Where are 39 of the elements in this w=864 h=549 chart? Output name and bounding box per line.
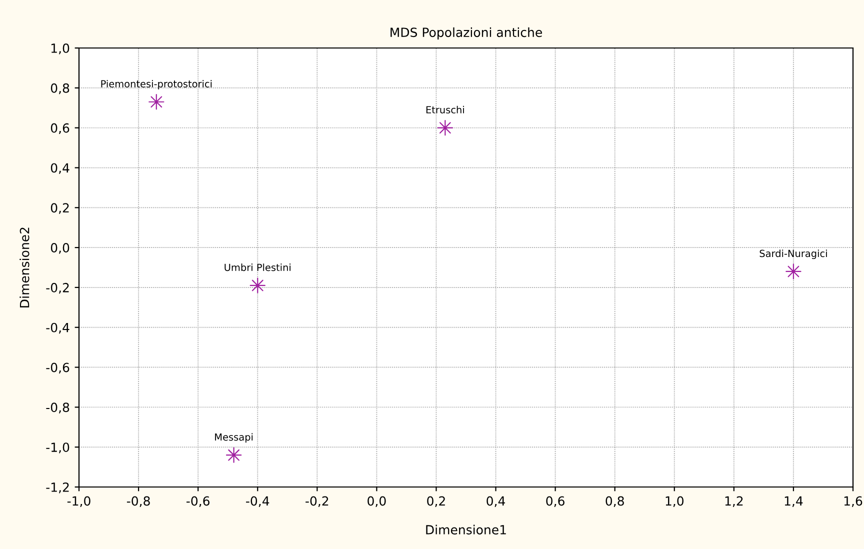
- point: [786, 264, 802, 280]
- x-tick-label: -0,2: [306, 496, 328, 507]
- y-axis-title: Dimensione2: [20, 228, 30, 308]
- x-tick-label: 0,4: [486, 496, 506, 507]
- x-tick-label: -0,6: [186, 496, 210, 507]
- annotation: Sardi-Nuragici: [760, 250, 827, 259]
- x-tick-label: -0,4: [246, 496, 270, 507]
- annotation: Piemontesi-protostorici: [101, 80, 212, 90]
- annotation: Messapi: [215, 433, 253, 443]
- annotation: Etruschi: [426, 106, 464, 114]
- y-tick-label: -1,2: [46, 482, 69, 494]
- y-tick-label: 0,2: [50, 203, 69, 214]
- y-tick-label: -0,8: [46, 402, 70, 414]
- x-tick-label: 1,0: [666, 496, 684, 507]
- y-tick-label: 0,4: [50, 163, 70, 174]
- point: [250, 278, 266, 294]
- x-axis-title: Dimensione1: [426, 524, 506, 534]
- x-tick-label: 0,0: [368, 496, 386, 507]
- y-tick-label: -0,4: [46, 322, 70, 334]
- y-tick-label: 0,6: [50, 123, 70, 134]
- y-tick-label: 0,0: [50, 243, 70, 254]
- x-tick-label: -1,0: [67, 496, 90, 507]
- x-tick-label: 1,4: [784, 496, 803, 507]
- x-tick-label: 1,6: [844, 496, 862, 507]
- chart-title: MDS Popolazioni antiche: [390, 27, 542, 40]
- x-tick-label: 0,8: [606, 496, 624, 507]
- y-tick-label: -1,0: [46, 442, 70, 454]
- y-tick-label: -0,2: [46, 282, 69, 294]
- y-tick-label: -0,6: [46, 362, 70, 374]
- x-tick-label: 1,2: [725, 496, 743, 507]
- point: [148, 94, 164, 110]
- x-tick-label: 0,6: [546, 496, 564, 507]
- annotation: Umbri Plestini: [224, 264, 290, 272]
- y-tick-label: 1,0: [51, 43, 70, 54]
- point: [226, 447, 242, 463]
- x-tick-label: -0,8: [126, 496, 150, 507]
- x-tick-label: 0,2: [427, 496, 445, 507]
- y-tick-label: 0,8: [50, 83, 70, 94]
- point: [437, 120, 453, 136]
